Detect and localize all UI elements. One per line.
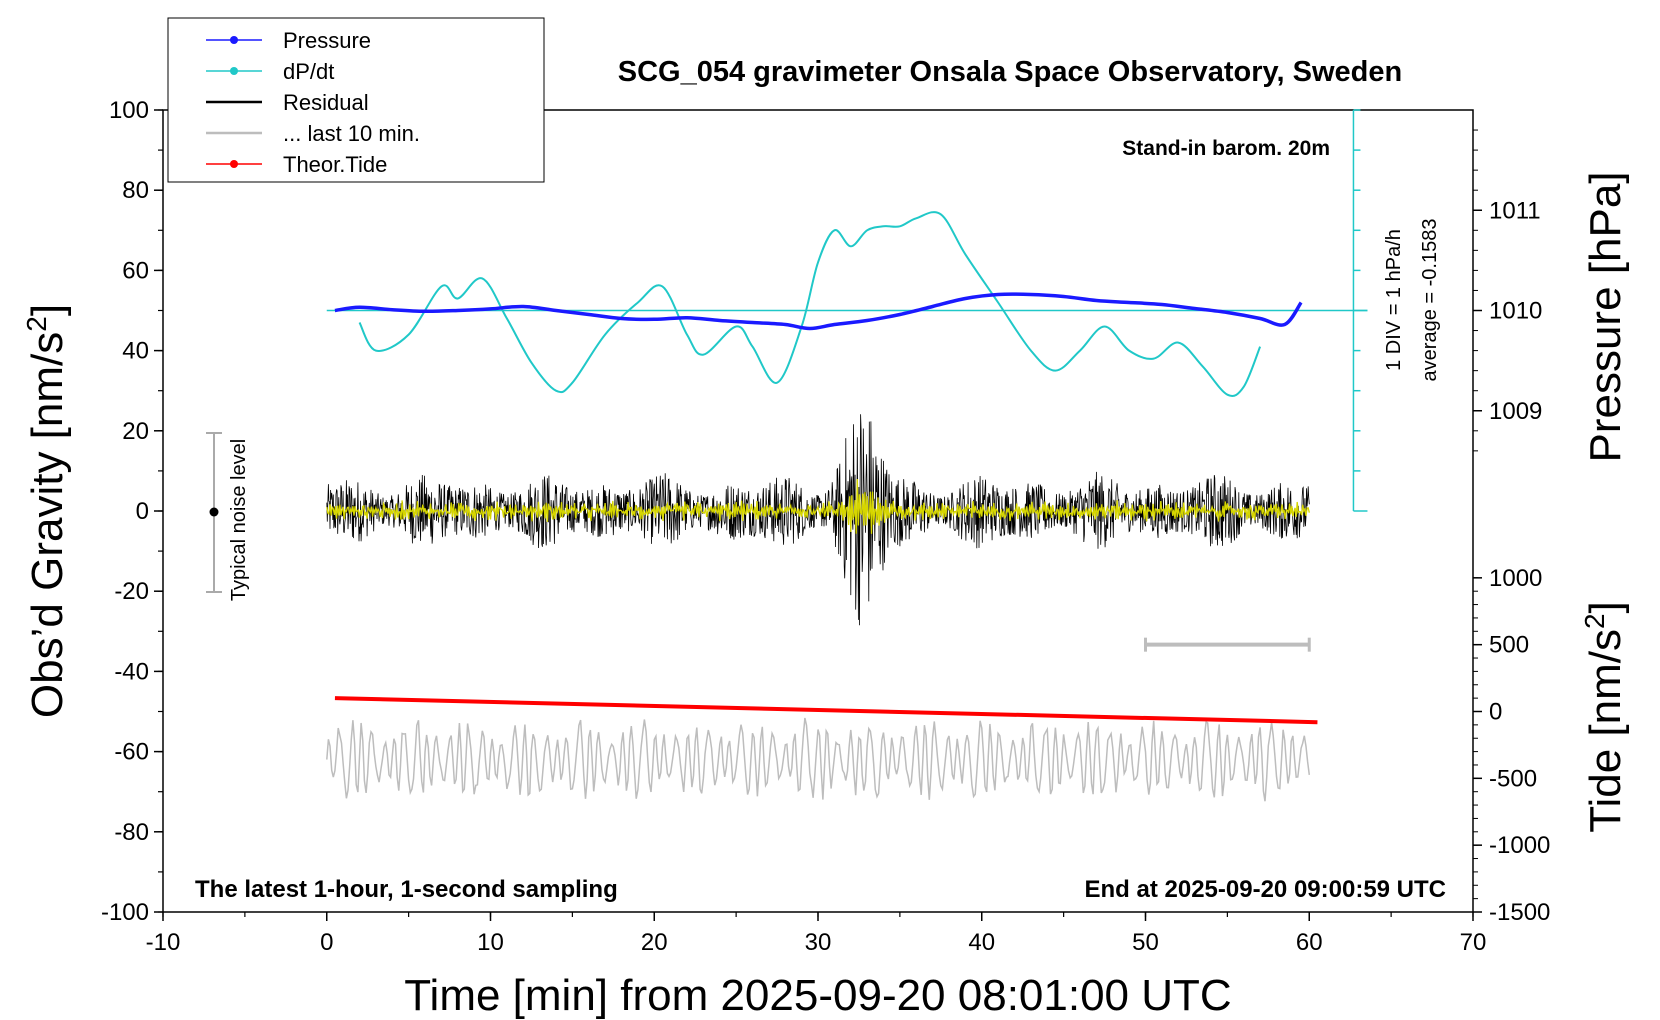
tide-line [334, 696, 1318, 725]
y-tick-label: -40 [114, 658, 149, 685]
pressure-line [334, 292, 1303, 331]
pressure-tick-label: 1011 [1489, 197, 1541, 224]
x-axis-label: Time [min] from 2025-09-20 08:01:00 UTC [404, 971, 1231, 1020]
pressure-tick-label: 1009 [1489, 398, 1542, 425]
tide-tick-label: 500 [1489, 632, 1529, 659]
legend-label: dP/dt [283, 59, 334, 84]
axes-layer: -10 0 10 20 30 40 50 60 70-100-80-60-40-20020406… [101, 97, 1550, 956]
x-tick-label: 20 [641, 929, 668, 956]
y-tick-label: 40 [122, 338, 149, 365]
legend-label: Pressure [283, 28, 371, 53]
tide-tick-label: 1000 [1489, 565, 1542, 592]
pressure-axis-label: Pressure [hPa] [1581, 171, 1630, 462]
legend-marker [230, 160, 238, 168]
x-tick-label: 40 [968, 929, 995, 956]
y-tick-label: -20 [114, 578, 149, 605]
legend-label: ... last 10 min. [283, 121, 420, 146]
footer-right: End at 2025-09-20 09:00:59 UTC [1085, 876, 1447, 903]
y-tick-label: -60 [114, 739, 149, 766]
residual-line [326, 414, 1310, 626]
y-tick-label: -80 [114, 819, 149, 846]
x-tick-label: 30 [805, 929, 832, 956]
noise-level-marker [206, 432, 222, 593]
x-tick-label: 0 [320, 929, 333, 956]
legend: Pressure dP/dt Residual ... last 10 min. The… [167, 17, 545, 183]
x-tick-label: 70 [1460, 929, 1487, 956]
tide-tick-label: -1000 [1489, 832, 1550, 859]
series-layer [326, 109, 1368, 725]
div-note: 1 DIV = 1 hPa/h [1383, 229, 1405, 371]
y-tick-label: 100 [109, 97, 149, 124]
chart-title: SCG_054 gravimeter Onsala Space Observat… [618, 56, 1402, 88]
x-tick-label: 10 [477, 929, 504, 956]
legend-marker [230, 67, 238, 75]
legend-label: Residual [283, 90, 369, 115]
tide-tick-label: 0 [1489, 699, 1502, 726]
y-tick-label: 20 [122, 418, 149, 445]
y-tick-label: 80 [122, 177, 149, 204]
tide-axis-label: Tide [nm/s2] [1579, 601, 1630, 833]
noise-label: Typical noise level [228, 439, 250, 601]
x-tick-label: 60 [1296, 929, 1323, 956]
x-tick-label: 50 [1132, 929, 1159, 956]
last10-line [326, 717, 1311, 802]
average-note: average = -0.1583 [1419, 219, 1441, 382]
dpdt-line [358, 211, 1262, 398]
y-tick-label: -100 [101, 899, 149, 926]
y-axis-label: Obs’d Gravity [nm/s2] [21, 304, 72, 718]
stand-in-note: Stand-in barom. 20m [1122, 137, 1330, 160]
legend-label: Theor.Tide [283, 152, 387, 177]
y-tick-label: 60 [122, 257, 149, 284]
residual-layer [326, 414, 1310, 626]
y-tick-label: 0 [136, 498, 149, 525]
last10-layer [326, 717, 1311, 802]
pressure-tick-label: 1010 [1489, 298, 1542, 325]
footer-left: The latest 1-hour, 1-second sampling [195, 876, 618, 903]
legend-marker [230, 36, 238, 44]
x-tick-label: -10 [146, 929, 181, 956]
tide-tick-label: -1500 [1489, 899, 1550, 926]
tide-tick-label: -500 [1489, 765, 1537, 792]
residual-smoothed-line [326, 478, 1310, 534]
